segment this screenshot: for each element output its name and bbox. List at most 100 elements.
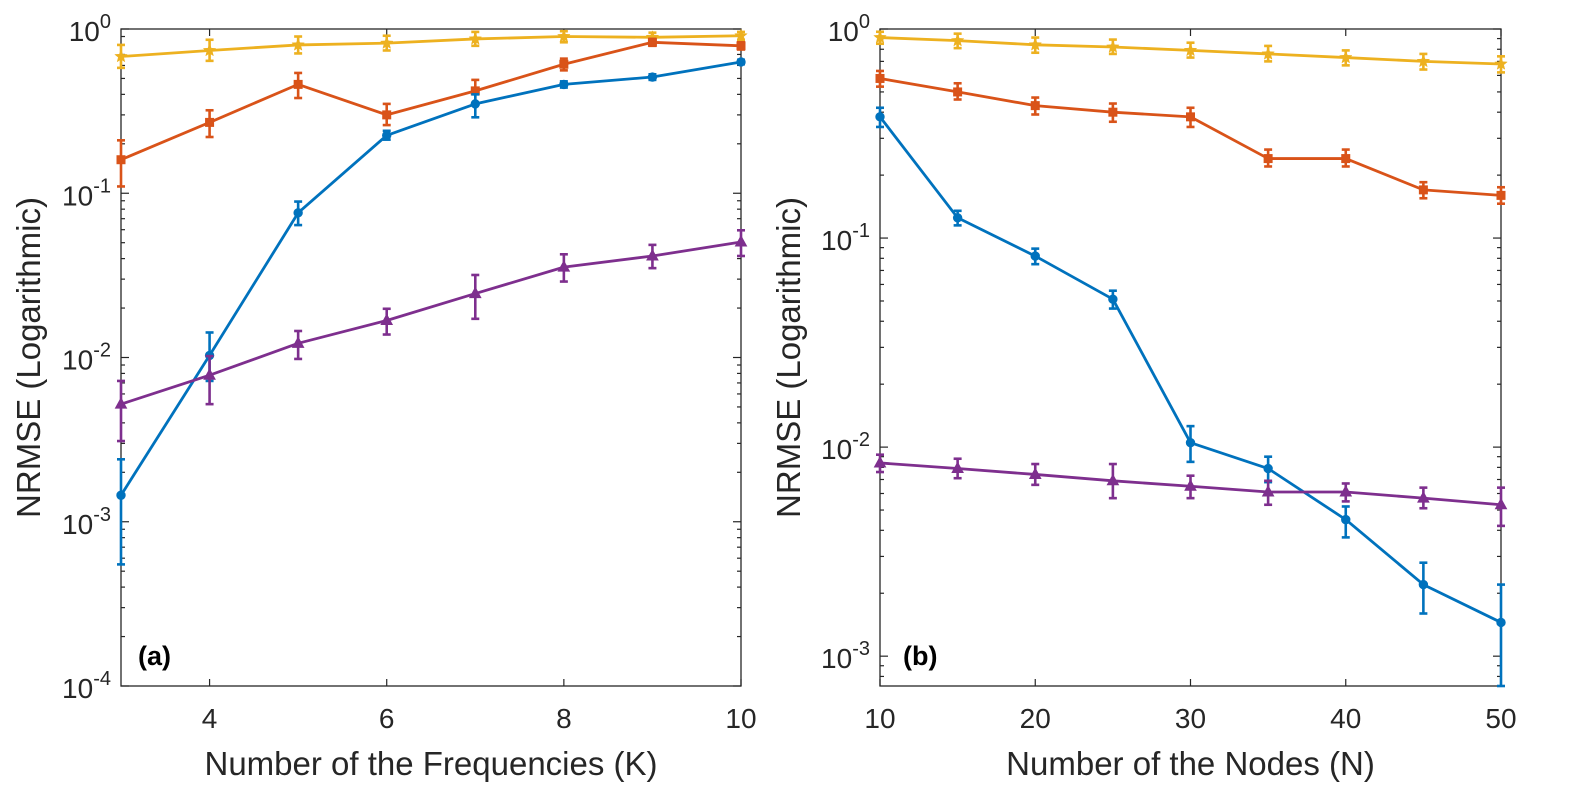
x-tick-label: 50: [1485, 703, 1516, 734]
y-tick-label: 10-4: [62, 668, 111, 704]
data-point-blue: [875, 112, 885, 122]
y-tick-label: 10-1: [821, 220, 870, 256]
y-tick-label: 10-2: [821, 429, 870, 465]
data-point-orange: [875, 73, 885, 83]
data-point-purple: [1261, 484, 1275, 497]
data-point-blue: [952, 213, 963, 223]
series-blue: [875, 106, 1506, 688]
data-point-orange: [1418, 185, 1428, 195]
y-tick-label: 10-2: [62, 340, 111, 376]
data-point-purple: [646, 248, 659, 261]
data-point-purple: [557, 260, 571, 272]
data-point-blue: [1263, 463, 1273, 474]
series-line-yellow: [120, 34, 742, 58]
data-point-purple: [951, 461, 964, 474]
data-point-purple: [873, 455, 887, 468]
data-point-orange: [953, 87, 963, 97]
data-point-purple: [203, 368, 216, 380]
x-tick-label: 10: [725, 703, 756, 734]
data-point-purple: [1494, 497, 1508, 510]
y-tick-label: 100: [69, 11, 111, 47]
x-axis-title: Number of the Nodes (N): [1006, 745, 1375, 782]
data-point-orange: [1341, 154, 1351, 164]
series-line-orange: [120, 40, 742, 162]
data-point-blue: [293, 208, 303, 218]
x-axis-title: Number of the Frequencies (K): [204, 745, 657, 782]
y-tick-label: 10-3: [62, 504, 111, 540]
data-point-yellow: [734, 28, 748, 42]
x-tick-label: 8: [556, 703, 572, 734]
series-line-orange: [879, 77, 1502, 197]
data-point-yellow: [114, 49, 128, 63]
data-point-orange: [1496, 190, 1506, 200]
data-point-yellow: [1261, 46, 1275, 60]
data-point-purple: [380, 313, 394, 325]
data-point-purple: [734, 234, 748, 247]
series-blue: [116, 57, 746, 566]
data-point-purple: [1028, 467, 1042, 479]
y-tick-label: 100: [828, 11, 870, 47]
series-line-blue: [878, 115, 1502, 624]
series-purple: [873, 453, 1508, 528]
data-point-blue: [647, 72, 658, 82]
series-yellow: [873, 30, 1508, 74]
x-tick-label: 10: [864, 703, 895, 734]
data-point-yellow: [379, 35, 394, 49]
y-tick-label: 10-3: [821, 638, 870, 674]
data-point-yellow: [950, 33, 965, 47]
data-point-orange: [736, 41, 746, 51]
data-point-yellow: [557, 29, 571, 43]
panel-label: (b): [903, 641, 937, 671]
y-tick-label: 10-1: [62, 175, 111, 211]
data-point-yellow: [291, 37, 305, 51]
data-point-orange: [559, 59, 569, 69]
data-point-orange: [205, 117, 215, 127]
panel-b: 10 20 30 40 50 10-3 10-2 10-1 100 Number of the N…: [770, 11, 1517, 782]
data-point-orange: [382, 110, 392, 120]
data-point-purple: [468, 286, 482, 299]
x-tick-label: 20: [1020, 703, 1051, 734]
data-point-purple: [1106, 473, 1120, 486]
data-point-blue: [1185, 437, 1196, 448]
data-point-yellow: [1183, 43, 1198, 57]
series-purple: [114, 228, 748, 443]
data-point-blue: [382, 130, 392, 141]
data-point-blue: [1030, 251, 1040, 261]
data-point-orange: [1263, 154, 1273, 164]
data-point-yellow: [1416, 54, 1431, 68]
data-point-orange: [1186, 112, 1195, 122]
data-point-blue: [1496, 617, 1506, 628]
data-point-blue: [559, 79, 569, 90]
data-point-purple: [1339, 484, 1353, 497]
data-point-orange: [116, 155, 126, 165]
data-point-yellow: [468, 31, 483, 45]
data-point-blue: [1108, 294, 1118, 304]
x-tick-label: 30: [1175, 703, 1206, 734]
data-point-yellow: [1494, 56, 1508, 70]
x-tick-label: 40: [1330, 703, 1361, 734]
data-point-blue: [1418, 579, 1429, 590]
plot-frame: [120, 28, 742, 687]
panel-a: 4 6 8 10 10-4 10-3 10-2 10-1 100 Number of the Fr…: [10, 11, 757, 782]
series-line-purple: [120, 240, 742, 406]
y-axis-title: NRMSE (Logarithmic): [10, 197, 47, 518]
data-point-blue: [116, 490, 126, 500]
x-tick-label: 6: [379, 703, 395, 734]
data-point-yellow: [873, 30, 887, 44]
data-point-purple: [114, 397, 128, 409]
data-point-blue: [1341, 514, 1351, 525]
data-point-blue: [470, 99, 480, 109]
data-point-yellow: [202, 43, 217, 57]
series-orange: [875, 69, 1506, 205]
data-point-yellow: [1028, 37, 1043, 51]
data-point-orange: [1108, 107, 1118, 117]
panel-label: (a): [138, 641, 171, 671]
data-point-blue: [736, 57, 746, 67]
data-point-orange: [1030, 101, 1040, 111]
series-yellow: [114, 28, 748, 70]
x-tick-label: 4: [202, 703, 218, 734]
data-point-orange: [647, 37, 657, 47]
data-point-yellow: [1106, 39, 1120, 53]
series-orange: [116, 37, 746, 188]
